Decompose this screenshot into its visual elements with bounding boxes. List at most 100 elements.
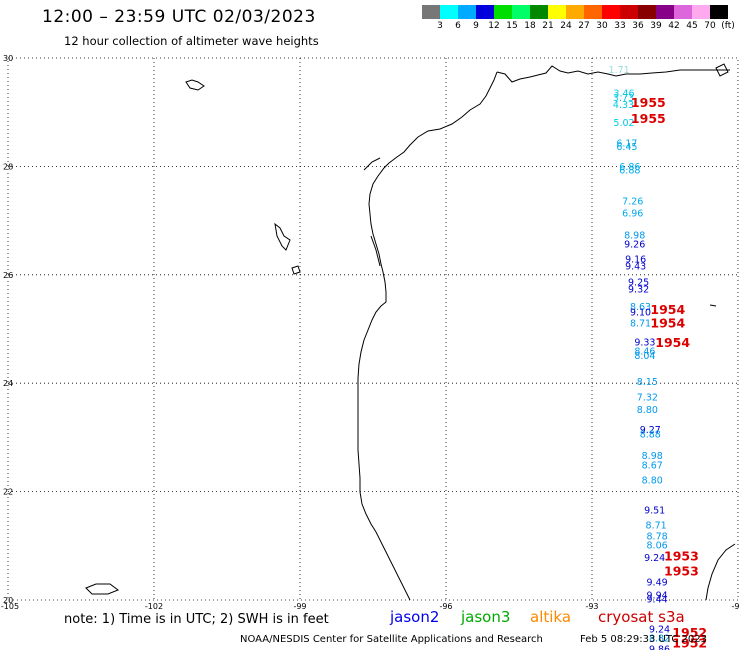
- color-scale-label: 9: [473, 21, 479, 31]
- wave-height-value: 6.86: [619, 162, 640, 173]
- wave-height-value: 7.32: [637, 393, 658, 404]
- lat-tick-label: 24: [3, 379, 13, 388]
- color-swatch: [602, 5, 620, 19]
- pass-time-label: 1955: [631, 95, 666, 110]
- color-swatch: [638, 5, 656, 19]
- map-frame: [7, 57, 739, 601]
- wave-height-value: 8.06: [647, 541, 668, 552]
- color-scale-label: 21: [542, 21, 554, 31]
- wave-height-value: 3.46: [613, 88, 634, 99]
- color-swatch: [656, 5, 674, 19]
- wave-height-value: 9.25: [628, 278, 649, 289]
- color-scale-bar: [422, 5, 728, 19]
- wave-height-value: 4.33: [613, 100, 634, 111]
- color-swatch: [476, 5, 494, 19]
- pass-time-label: 1952: [672, 625, 707, 640]
- page-subtitle: 12 hour collection of altimeter wave hei…: [64, 34, 319, 48]
- color-swatch: [494, 5, 512, 19]
- wave-height-value: 9.24: [644, 553, 665, 564]
- island-right: [709, 304, 717, 307]
- color-scale-label: 18: [524, 21, 536, 31]
- pass-time-label: 1954: [650, 315, 685, 330]
- color-swatch: [584, 5, 602, 19]
- inland-lake-3: [291, 265, 301, 275]
- wave-height-value: 9.94: [647, 590, 668, 601]
- wave-height-value: 8.71: [630, 318, 651, 329]
- legend-cryosat-s3a: cryosat s3a: [598, 608, 685, 626]
- color-scale-label: 24: [560, 21, 572, 31]
- map-border: [7, 57, 739, 601]
- color-scale-label: 39: [650, 21, 662, 31]
- color-swatch: [548, 5, 566, 19]
- wave-height-value: 8.04: [634, 351, 655, 362]
- wave-height-value: 8.46: [634, 346, 655, 357]
- pass-time-label: 1955: [631, 111, 666, 126]
- lat-lon-grid: [8, 58, 738, 600]
- wave-height-value: 9.33: [634, 337, 655, 348]
- wave-height-value: 9.24: [649, 625, 670, 636]
- color-scale-label: 12: [488, 21, 500, 31]
- pass-time-label: 1954: [650, 302, 685, 317]
- color-scale-label: 36: [632, 21, 644, 31]
- lake-right-top: [715, 63, 729, 77]
- lon-tick-label: -99: [293, 602, 306, 611]
- pass-time-label: 1952: [672, 636, 707, 650]
- color-scale-label: 30: [596, 21, 608, 31]
- lat-tick-label: 30: [3, 54, 13, 63]
- color-swatch: [566, 5, 584, 19]
- credit-text: NOAA/NESDIS Center for Satellite Applica…: [240, 634, 543, 645]
- wave-height-value: 6.45: [616, 142, 637, 153]
- wave-height-value: 5.02: [613, 118, 634, 129]
- wave-height-value: 3.73: [613, 93, 634, 104]
- color-scale-label: 15: [506, 21, 518, 31]
- page-title: 12:00 – 23:59 UTC 02/03/2023: [42, 7, 316, 27]
- color-swatch: [674, 5, 692, 19]
- wave-height-value: 6.88: [619, 165, 640, 176]
- wave-height-value: 8.98: [624, 230, 645, 241]
- wave-height-value: 8.67: [642, 460, 663, 471]
- inland-lake-2: [274, 222, 291, 251]
- color-scale-label: 3: [437, 21, 443, 31]
- color-scale-label: 33: [614, 21, 626, 31]
- wave-height-value: 8.71: [646, 520, 667, 531]
- gulf-coastline: [357, 65, 730, 601]
- wave-height-value: 9.86: [649, 645, 670, 650]
- color-swatch: [440, 5, 458, 19]
- wave-height-value: 9.49: [647, 577, 668, 588]
- color-scale-label: 45: [686, 21, 698, 31]
- lon-tick-label: -90: [731, 602, 740, 611]
- wave-height-value: 9.26: [624, 240, 645, 251]
- timestamp-text: Feb 5 08:29:33 UTC 2023: [580, 634, 707, 645]
- wave-height-value: 7.26: [622, 196, 643, 207]
- lon-tick-label: -102: [145, 602, 163, 611]
- lon-tick-label: -93: [585, 602, 598, 611]
- color-swatch: [530, 5, 548, 19]
- color-scale-label: 70: [704, 21, 716, 31]
- color-swatch: [458, 5, 476, 19]
- color-swatch: [692, 5, 710, 19]
- wave-height-value: 9.51: [644, 505, 665, 516]
- pass-time-label: 1954: [655, 335, 690, 350]
- color-swatch: [512, 5, 530, 19]
- color-swatch: [422, 5, 440, 19]
- inland-lake-4: [85, 583, 120, 595]
- lat-tick-label: 22: [3, 488, 13, 497]
- lat-tick-label: 20: [3, 596, 13, 605]
- wave-height-value: 8.63: [630, 302, 651, 313]
- legend-jason3: jason3: [461, 608, 511, 626]
- color-scale-label: (ft): [721, 21, 735, 31]
- legend-jason2: jason2: [390, 608, 440, 626]
- pass-time-label: 1953: [664, 564, 699, 579]
- inland-lake-1: [185, 79, 205, 91]
- lat-tick-label: 26: [3, 271, 13, 280]
- observation-values: 1.71 3.463.734.33 5.02 6.176.45 6.866.88 7.26…: [609, 65, 671, 650]
- wave-height-value: 8.80: [637, 405, 658, 416]
- wave-height-value: 9.43: [625, 261, 646, 272]
- wave-height-value: 9.10: [630, 307, 651, 318]
- color-scale-label: 27: [578, 21, 590, 31]
- lon-tick-label: -105: [1, 602, 19, 611]
- color-swatch: [710, 5, 728, 19]
- wave-height-value: 9.16: [625, 254, 646, 265]
